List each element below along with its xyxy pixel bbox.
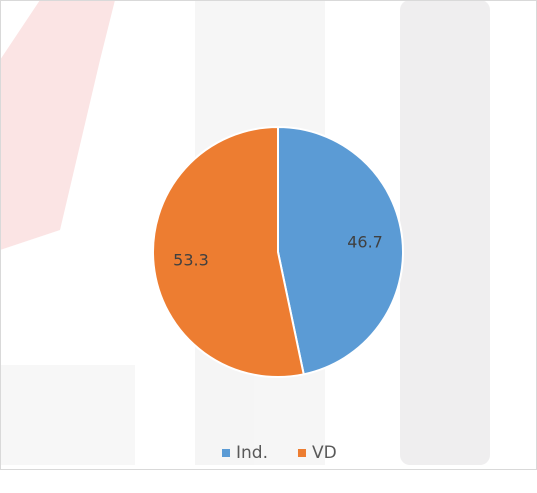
watermark-shape — [0, 365, 135, 465]
data-label: 53.3 — [173, 251, 209, 270]
pie-slice — [277, 125, 404, 376]
legend-swatch — [222, 449, 230, 457]
data-label: 46.7 — [347, 232, 383, 251]
legend: Ind. VD — [222, 443, 337, 463]
watermark-shape — [0, 0, 115, 250]
pie-slice — [152, 125, 305, 378]
pie: 46.7 53.3 — [152, 125, 404, 378]
watermark — [0, 0, 490, 465]
legend-label: Ind. — [236, 443, 268, 463]
legend-swatch — [297, 449, 306, 457]
watermark-shape — [400, 0, 490, 465]
legend-label: VD — [312, 443, 337, 463]
